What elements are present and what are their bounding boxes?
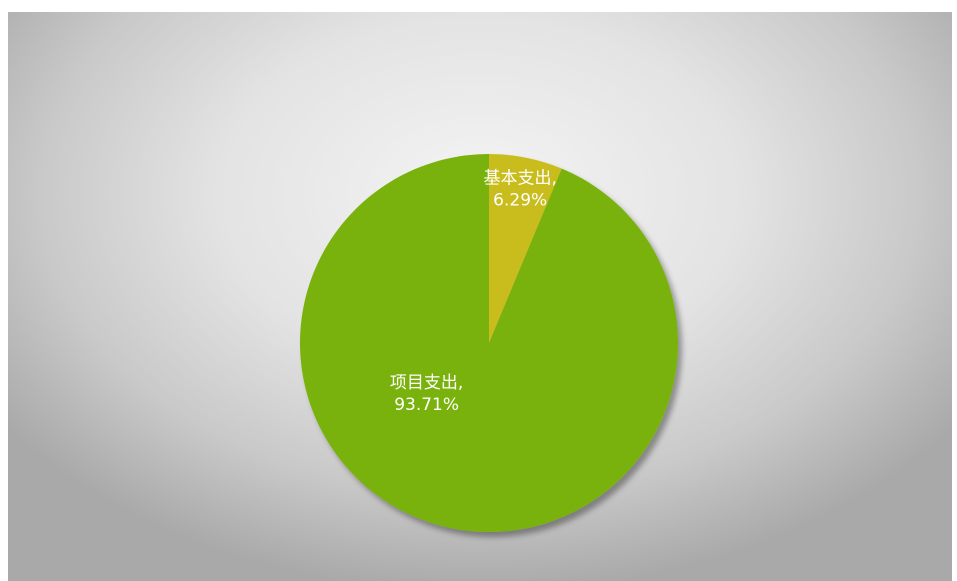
pie-slice-label-2: 项目支出, 93.71% — [390, 373, 463, 415]
slice-percent-label: 6.29% — [493, 190, 547, 210]
pie-slice-2 — [299, 154, 678, 532]
slice-percent-label: 93.71% — [394, 395, 459, 415]
pie-slices — [299, 154, 678, 532]
slice-category-label: 基本支出, — [483, 168, 556, 188]
pie-slice-label-1: 基本支出, 6.29% — [483, 168, 556, 210]
pie-chart: 基本支出, 6.29% 项目支出, 93.71% — [299, 154, 678, 532]
pie-labels: 基本支出, 6.29% 项目支出, 93.71% — [390, 168, 557, 415]
chart-area: 基本支出, 6.29% 项目支出, 93.71% — [8, 12, 952, 581]
pie-slice-1 — [489, 154, 562, 343]
slice-category-label: 项目支出, — [390, 373, 463, 393]
